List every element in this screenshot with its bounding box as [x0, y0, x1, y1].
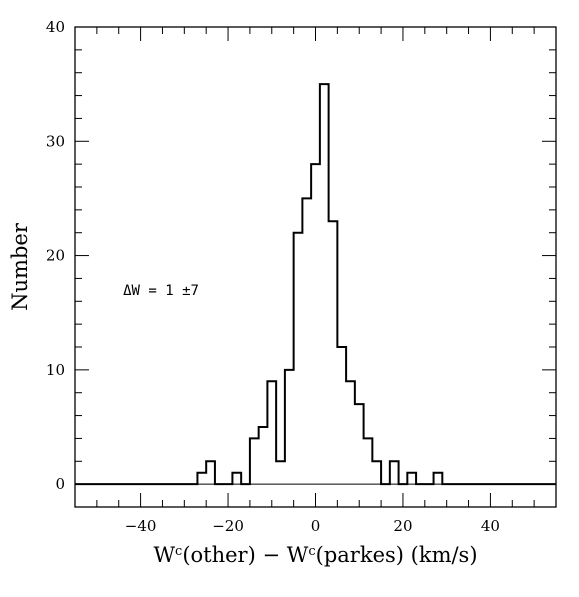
histogram-bin [311, 164, 320, 484]
histogram-bin [250, 438, 259, 484]
histogram-bin [372, 461, 381, 484]
histogram-bin [355, 404, 364, 484]
plot-frame [74, 26, 557, 508]
histogram-bin [206, 461, 215, 484]
y-tick-label: 10 [46, 361, 65, 379]
x-axis-tick-labels: −40 −20 0 20 40 [125, 517, 500, 535]
histogram-bin [320, 84, 329, 484]
histogram-bin [346, 381, 355, 484]
x-tick-label: −20 [212, 517, 244, 535]
histogram-bin [267, 381, 276, 484]
histogram-bin [197, 473, 206, 484]
histogram-bin [407, 473, 416, 484]
histogram-bin [329, 221, 338, 484]
x-tick-label: 20 [393, 517, 412, 535]
x-tick-label: 0 [311, 517, 321, 535]
tick-marks [74, 26, 557, 508]
y-tick-label: 40 [46, 18, 65, 36]
y-tick-label: 20 [46, 247, 65, 265]
histogram-bin [276, 461, 285, 484]
histogram-bin [390, 461, 399, 484]
y-axis-title: Number [8, 222, 32, 311]
histogram-bin [232, 473, 241, 484]
histogram-bin [337, 347, 346, 484]
histogram-bin [434, 473, 443, 484]
histogram-outline [75, 83, 556, 486]
histogram-bin [259, 427, 268, 484]
y-tick-label: 0 [55, 475, 65, 493]
y-axis-tick-labels: 0 10 20 30 40 [46, 18, 65, 493]
x-axis-title: Wc(other) − Wc(parkes) (km/s) [153, 543, 477, 567]
histogram-bin [364, 438, 373, 484]
x-tick-label: 40 [481, 517, 500, 535]
histogram-bin [302, 198, 311, 484]
histogram-bin [285, 370, 294, 484]
delta-w-annotation: ΔW = 1 ±7 [123, 283, 199, 299]
y-tick-label: 30 [46, 132, 65, 150]
x-tick-label: −40 [125, 517, 157, 535]
histogram-bin [294, 233, 303, 484]
